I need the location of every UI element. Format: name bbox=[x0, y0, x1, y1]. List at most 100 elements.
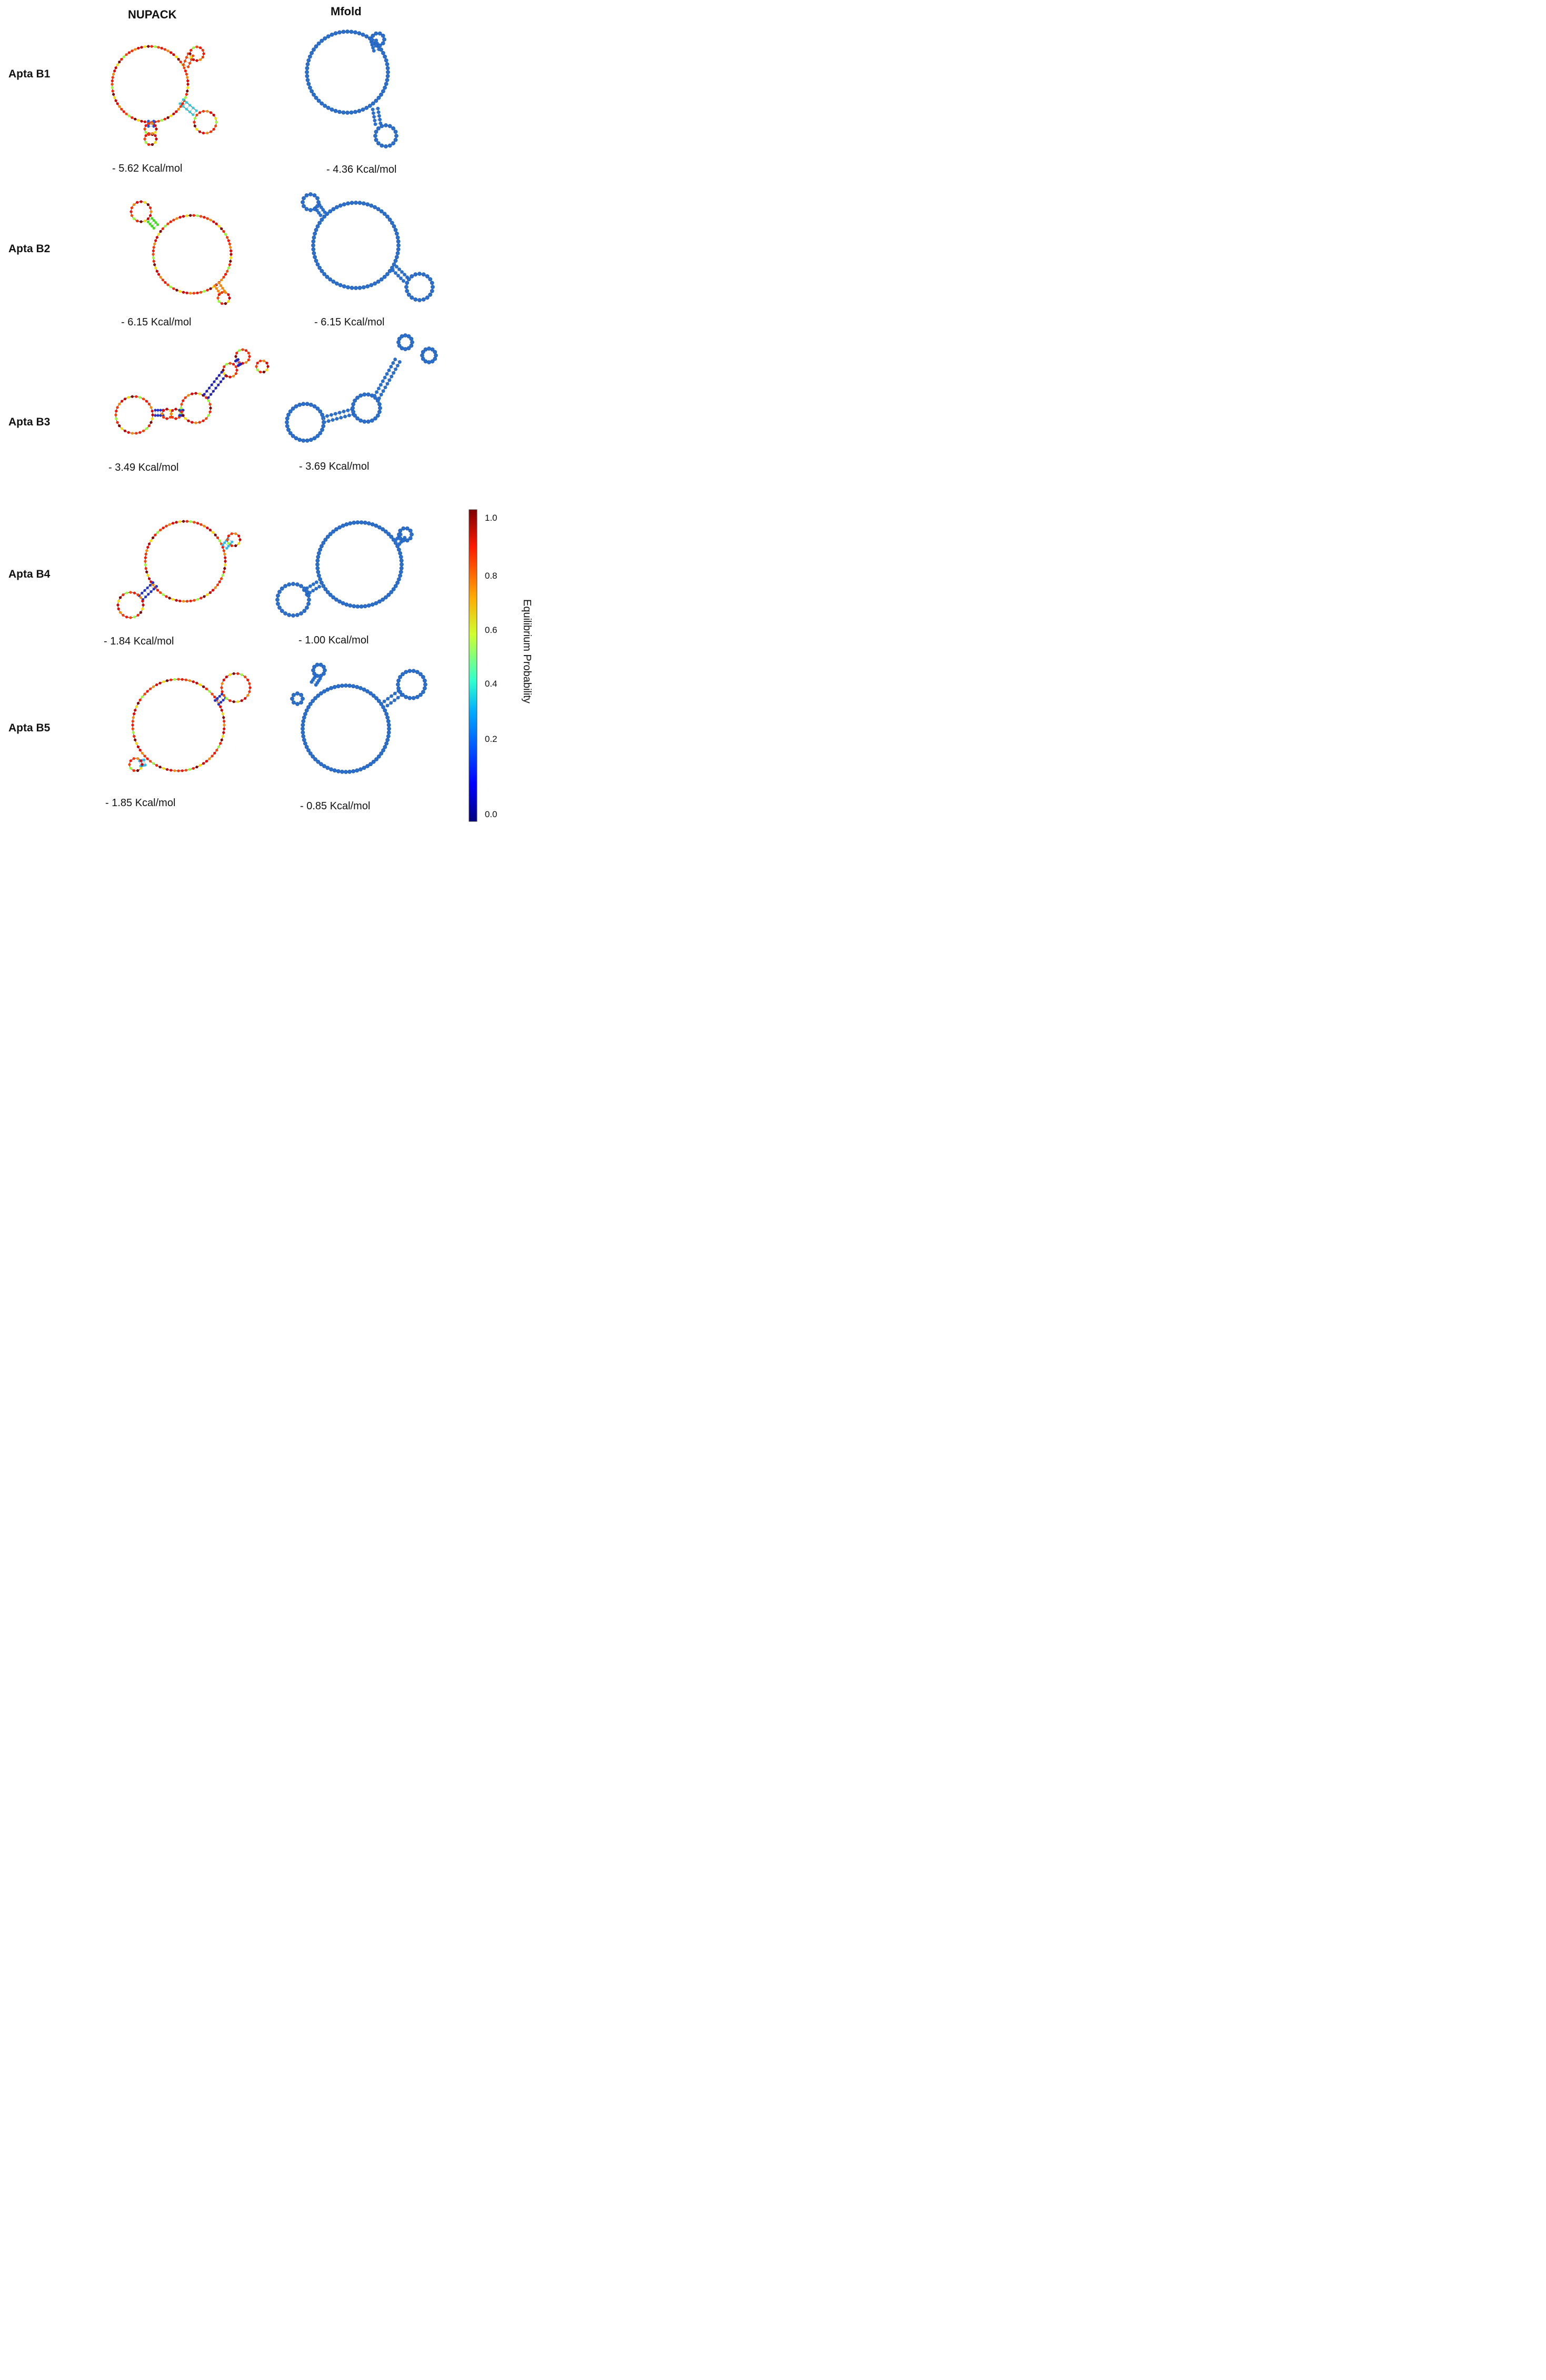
nucleotide-dot bbox=[383, 375, 387, 380]
nucleotide-dot bbox=[433, 356, 437, 361]
nucleotide-dot bbox=[371, 34, 375, 38]
nucleotide-dot bbox=[225, 547, 228, 550]
nucleotide-dot bbox=[146, 574, 149, 577]
nucleotide-dot bbox=[275, 598, 280, 602]
colorbar-tick-4: 0.4 bbox=[485, 679, 497, 689]
nucleotide-dot bbox=[162, 409, 165, 412]
nucleotide-dot bbox=[308, 402, 313, 407]
nucleotide-dot bbox=[285, 420, 289, 424]
nucleotide-dot bbox=[386, 723, 391, 727]
nucleotide-dot bbox=[295, 582, 300, 587]
nucleotide-dot bbox=[291, 434, 295, 438]
nucleotide-dot bbox=[285, 424, 290, 429]
nucleotide-dot bbox=[199, 291, 203, 294]
nucleotide-dot bbox=[235, 351, 238, 355]
nucleotide-dot bbox=[206, 289, 209, 292]
nucleotide-dot bbox=[145, 570, 148, 573]
nucleotide-dot bbox=[227, 293, 230, 296]
nucleotide-dot bbox=[368, 691, 373, 696]
nucleotide-dot bbox=[411, 669, 416, 673]
nucleotide-dot bbox=[178, 520, 182, 523]
nucleotide-dot bbox=[208, 403, 212, 406]
nucleotide-dot bbox=[308, 438, 313, 442]
nucleotide-dot bbox=[401, 526, 406, 531]
nucleotide-dot bbox=[393, 691, 397, 696]
nucleotide-dot bbox=[331, 529, 335, 534]
nucleotide-dot bbox=[371, 46, 375, 50]
header-mfold: Mfold bbox=[331, 5, 362, 18]
nucleotide-dot bbox=[144, 552, 147, 556]
nucleotide-dot bbox=[316, 200, 321, 204]
nucleotide-dot bbox=[314, 580, 318, 584]
nucleotide-dot bbox=[146, 757, 149, 760]
nucleotide-dot bbox=[413, 272, 418, 277]
nucleotide-dot bbox=[150, 45, 153, 48]
nucleotide-dot bbox=[222, 731, 225, 734]
nucleotide-dot bbox=[315, 224, 320, 229]
nucleotide-dot bbox=[355, 520, 360, 524]
nucleotide-dot bbox=[129, 759, 132, 762]
nucleotide-dot bbox=[194, 421, 197, 424]
nucleotide-dot bbox=[306, 58, 311, 63]
nucleotide-dot bbox=[405, 281, 410, 285]
nucleotide-dot bbox=[400, 270, 404, 274]
stem-strand bbox=[226, 541, 233, 549]
nucleotide-dot bbox=[192, 113, 195, 116]
nucleotide-dot bbox=[209, 287, 212, 290]
nucleotide-dot bbox=[134, 738, 137, 741]
nucleotide-dot bbox=[141, 763, 144, 766]
nucleotide-dot bbox=[111, 83, 114, 86]
nucleotide-dot bbox=[299, 693, 303, 697]
nucleotide-dot bbox=[189, 214, 192, 217]
nucleotide-dot bbox=[355, 685, 360, 689]
nucleotide-dot bbox=[228, 296, 231, 300]
nucleotide-dot bbox=[148, 583, 152, 587]
nucleotide-dot bbox=[222, 230, 225, 233]
nucleotide-dot bbox=[186, 76, 189, 79]
stem-strand bbox=[152, 218, 158, 225]
nucleotide-dot bbox=[418, 672, 423, 677]
nucleotide-dot bbox=[387, 217, 392, 222]
nucleotide-dot bbox=[380, 124, 384, 128]
nucleotide-dot bbox=[395, 580, 400, 585]
nucleotide-dot bbox=[387, 727, 391, 731]
nucleotide-dot bbox=[373, 134, 377, 138]
nucleotide-dot bbox=[320, 269, 324, 273]
nucleotide-dot bbox=[202, 132, 205, 135]
nucleotide-dot bbox=[302, 609, 307, 613]
nucleotide-dot bbox=[111, 79, 114, 83]
nucleotide-dot bbox=[228, 242, 231, 245]
nucleotide-dot bbox=[230, 256, 233, 260]
nucleotide-dot bbox=[152, 226, 155, 230]
nucleotide-dot bbox=[297, 438, 302, 442]
nucleotide-dot bbox=[323, 538, 328, 542]
nucleotide-dot bbox=[330, 107, 334, 112]
nucleotide-dot bbox=[182, 399, 185, 402]
nucleotide-dot bbox=[377, 525, 382, 530]
nucleotide-dot bbox=[217, 300, 221, 303]
nucleotide-dot bbox=[152, 256, 155, 260]
nucleotide-dot bbox=[221, 690, 224, 693]
nucleotide-dot bbox=[181, 678, 184, 681]
nucleotide-dot bbox=[346, 285, 350, 290]
nucleotide-dot bbox=[221, 735, 224, 738]
nucleotide-dot bbox=[337, 30, 342, 35]
nucleotide-dot bbox=[423, 347, 428, 352]
nucleotide-dot bbox=[177, 58, 180, 61]
nucleotide-dot bbox=[322, 764, 326, 768]
nucleotide-dot bbox=[177, 107, 180, 111]
nucleotide-dot bbox=[143, 220, 146, 223]
nucleotide-dot bbox=[406, 334, 411, 339]
nucleotide-dot bbox=[179, 105, 182, 108]
nucleotide-dot bbox=[325, 534, 330, 539]
nucleotide-dot bbox=[382, 37, 386, 42]
nucleotide-dot bbox=[325, 590, 330, 594]
nucleotide-dot bbox=[151, 413, 154, 417]
nucleotide-dot bbox=[209, 406, 212, 410]
nucleotide-dot bbox=[410, 340, 414, 344]
nucleotide-dot bbox=[223, 541, 226, 544]
nucleotide-dot bbox=[364, 34, 369, 38]
nucleotide-dot bbox=[133, 735, 136, 738]
nucleotide-dot bbox=[385, 715, 390, 720]
nucleotide-dot bbox=[133, 712, 136, 716]
